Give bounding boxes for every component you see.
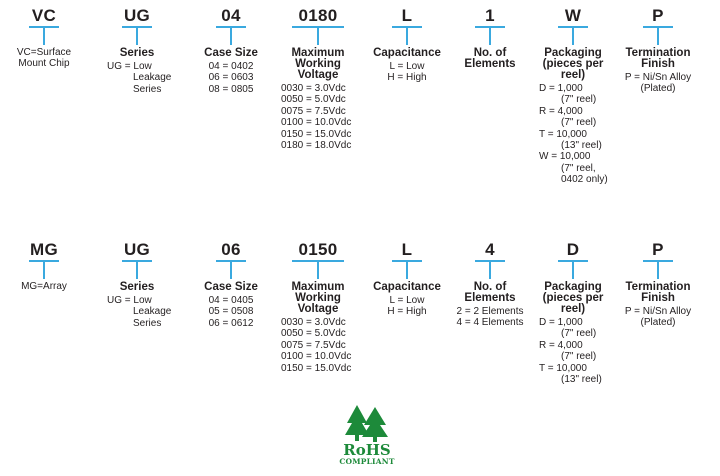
code-4: 4 [485,240,495,259]
col-vc: VC VC=Surface Mount Chip [0,6,91,70]
code-d: D [566,240,580,259]
rohs-compliant-logo: RoHS COMPLIANT [331,403,403,475]
title-elements: No. of Elements [464,47,516,70]
code-stem [572,28,574,45]
desc-termination: P = Ni/Sn Alloy (Plated) [624,306,692,329]
desc-series: UG = Low Leakage Series [107,295,172,329]
code-stem [572,262,574,279]
code-l: L [401,240,413,259]
code-underline [558,260,588,262]
desc-voltage: 0030 = 3.0Vdc 0050 = 5.0Vdc 0075 = 7.5Vd… [281,83,352,152]
code-underline [643,26,673,28]
code-p: P [652,240,664,259]
code-underline [216,260,246,262]
code-stem [489,262,491,279]
code-underline [475,260,505,262]
title-series: Series [119,281,155,293]
tree-icon [345,405,388,442]
rohs-label: RoHS [343,441,391,459]
code-0150: 0150 [298,240,338,259]
part-number-row-mg: MG MG=Array UG Series UG = Low Leakage S… [0,240,720,440]
code-stem [136,28,138,45]
col-voltage: 0180 Maximum Working Voltage 0030 = 3.0V… [270,6,366,151]
code-underline [392,26,422,28]
desc-case-size: 04 = 0402 06 = 0603 08 = 0805 [208,61,254,95]
title-termination: Termination Finish [625,281,691,304]
title-capacitance: Capacitance [373,281,441,293]
code-stem [317,262,319,279]
code-w: W [564,6,582,25]
part-number-row-vc: VC VC=Surface Mount Chip UG Series UG = … [0,6,720,206]
col-capacitance: L Capacitance L = Low H = High [360,240,454,318]
rohs-sublabel: COMPLIANT [339,457,395,466]
code-underline [392,260,422,262]
code-underline [292,260,344,262]
col-case-size: 04 Case Size 04 = 0402 06 = 0603 08 = 08… [184,6,278,95]
desc-capacitance: L = Low H = High [387,61,427,84]
code-mg: MG [30,240,58,259]
code-0180: 0180 [298,6,338,25]
code-l: L [401,6,413,25]
code-vc: VC [31,6,57,25]
desc-case-size: 04 = 0405 05 = 0508 06 = 0612 [208,295,254,329]
code-04: 04 [221,6,241,25]
title-packaging: Packaging (pieces per reel) [542,47,604,81]
desc-capacitance: L = Low H = High [387,295,427,318]
code-ug: UG [123,6,151,25]
code-underline [475,26,505,28]
code-stem [657,28,659,45]
code-stem [43,262,45,279]
desc-termination: P = Ni/Sn Alloy (Plated) [624,72,692,95]
code-underline [216,26,246,28]
desc-packaging: D = 1,000 (7" reel) R = 4,000 (7" reel) … [539,317,602,386]
desc-mg: MG=Array [21,281,67,292]
title-voltage: Maximum Working Voltage [291,281,345,315]
col-voltage: 0150 Maximum Working Voltage 0030 = 3.0V… [270,240,366,374]
title-packaging: Packaging (pieces per reel) [542,281,604,315]
code-underline [122,260,152,262]
code-stem [230,28,232,45]
title-series: Series [119,47,155,59]
col-elements: 4 No. of Elements 2 = 2 Elements 4 = 4 E… [443,240,537,329]
desc-series: UG = Low Leakage Series [107,61,172,95]
code-stem [489,28,491,45]
code-stem [657,262,659,279]
desc-elements: 2 = 2 Elements 4 = 4 Elements [456,306,524,329]
code-underline [122,26,152,28]
code-stem [43,28,45,45]
code-underline [292,26,344,28]
code-underline [558,26,588,28]
title-capacitance: Capacitance [373,47,441,59]
code-06: 06 [221,240,241,259]
col-mg: MG MG=Array [0,240,91,292]
code-1: 1 [485,6,495,25]
code-underline [643,260,673,262]
code-stem [136,262,138,279]
title-case-size: Case Size [204,47,258,59]
code-p: P [652,6,664,25]
desc-vc: VC=Surface Mount Chip [16,47,72,70]
col-packaging: D Packaging (pieces per reel) D = 1,000 … [526,240,620,385]
col-termination: P Termination Finish P = Ni/Sn Alloy (Pl… [608,6,708,95]
col-series: UG Series UG = Low Leakage Series [90,240,184,329]
desc-packaging: D = 1,000 (7" reel) R = 4,000 (7" reel) … [539,83,608,186]
col-capacitance: L Capacitance L = Low H = High [360,6,454,84]
col-series: UG Series UG = Low Leakage Series [90,6,184,95]
title-case-size: Case Size [204,281,258,293]
col-case-size: 06 Case Size 04 = 0405 05 = 0508 06 = 06… [184,240,278,329]
col-packaging: W Packaging (pieces per reel) D = 1,000 … [526,6,620,186]
title-voltage: Maximum Working Voltage [291,47,345,81]
code-stem [406,28,408,45]
code-underline [29,260,59,262]
code-stem [230,262,232,279]
title-termination: Termination Finish [625,47,691,70]
col-elements: 1 No. of Elements [443,6,537,70]
title-elements: No. of Elements [464,281,516,304]
code-stem [406,262,408,279]
code-stem [317,28,319,45]
code-underline [29,26,59,28]
col-termination: P Termination Finish P = Ni/Sn Alloy (Pl… [608,240,708,329]
desc-voltage: 0030 = 3.0Vdc 0050 = 5.0Vdc 0075 = 7.5Vd… [281,317,352,374]
code-ug: UG [123,240,151,259]
